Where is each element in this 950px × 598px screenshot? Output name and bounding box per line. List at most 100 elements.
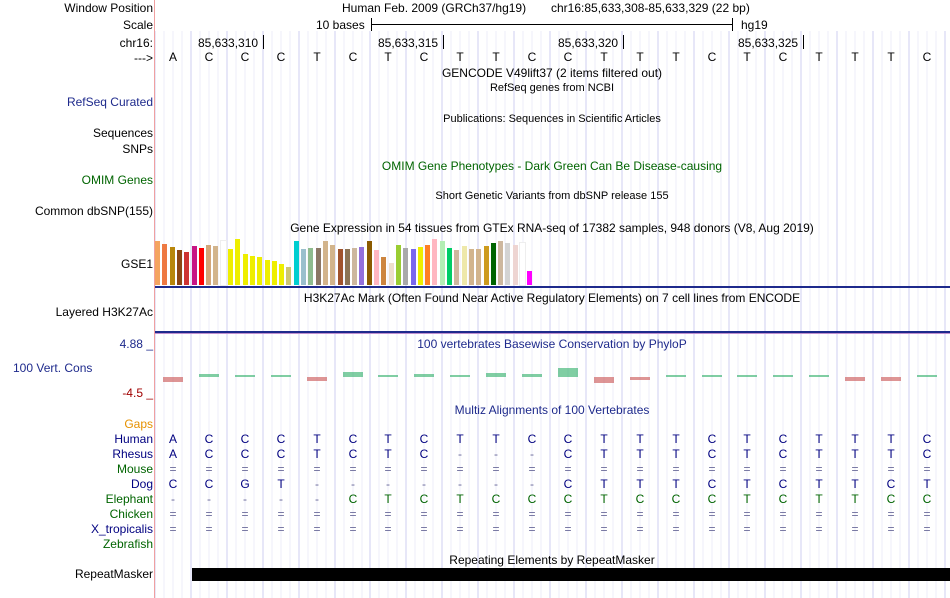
gtex-tissue-bar[interactable] (235, 239, 241, 285)
alignment-base: T (743, 477, 751, 491)
gtex-bar-graph[interactable] (155, 237, 950, 286)
omim-title[interactable]: OMIM Gene Phenotypes - Dark Green Can Be… (381, 159, 723, 173)
phylop-score (845, 377, 865, 381)
dbsnp-label[interactable]: Common dbSNP(155) (34, 204, 153, 218)
gtex-tissue-bar[interactable] (519, 242, 526, 286)
species-label[interactable]: Dog (130, 477, 153, 491)
gtex-tissue-bar[interactable] (184, 252, 190, 285)
rmsk-label[interactable]: RepeatMasker (74, 567, 153, 581)
gtex-tissue-bar[interactable] (228, 249, 233, 285)
gtex-tissue-bar[interactable] (162, 244, 168, 285)
gtex-tissue-bar[interactable] (315, 248, 321, 285)
gtex-tissue-bar[interactable] (454, 250, 460, 285)
gtex-tissue-bar[interactable] (242, 254, 248, 285)
gtex-tissue-bar[interactable] (381, 257, 387, 285)
alignment-base: T (887, 432, 895, 446)
omim-label[interactable]: OMIM Genes (81, 173, 153, 187)
gtex-tissue-bar[interactable] (169, 247, 175, 285)
gtex-tissue-bar[interactable] (344, 249, 350, 285)
gtex-tissue-bar[interactable] (198, 248, 204, 285)
position-label[interactable]: chr16:85,633,308-85,633,329 (22 bp) (551, 1, 750, 15)
species-label[interactable]: Zebrafish (102, 537, 153, 551)
gtex-title[interactable]: Gene Expression in 54 tissues from GTEx … (290, 221, 814, 235)
gtex-tissue-bar[interactable] (476, 249, 482, 285)
gtex-label[interactable]: GSE1 (120, 257, 153, 271)
alignment-base: = (241, 507, 249, 521)
gtex-tissue-bar[interactable] (257, 257, 263, 285)
assembly-label: Human Feb. 2009 (GRCh37/hg19) (342, 1, 527, 15)
base-letter: C (527, 50, 537, 64)
pubs-title[interactable]: Publications: Sequences in Scientific Ar… (443, 113, 661, 125)
gtex-tissue-bar[interactable] (410, 249, 416, 285)
gtex-tissue-bar[interactable] (403, 248, 409, 285)
multiz-title[interactable]: Multiz Alignments of 100 Vertebrates (454, 403, 650, 417)
phylop-score (594, 377, 614, 383)
gtex-tissue-bar[interactable] (366, 241, 372, 285)
chrom-label: chr16: (119, 36, 153, 50)
phylop-label[interactable]: 100 Vert. Cons (13, 361, 93, 375)
gtex-tissue-bar[interactable] (271, 261, 277, 285)
gtex-tissue-bar[interactable] (264, 260, 270, 285)
gtex-tissue-bar[interactable] (213, 246, 219, 285)
gtex-tissue-bar[interactable] (176, 250, 182, 285)
h3k27ac-title[interactable]: H3K27Ac Mark (Often Found Near Active Re… (303, 291, 801, 305)
species-label[interactable]: Elephant (105, 492, 153, 506)
gtex-tissue-bar[interactable] (417, 247, 423, 285)
alignment-base: C (348, 447, 358, 461)
gtex-tissue-bar[interactable] (219, 240, 227, 286)
strand-arrow[interactable]: ---> (134, 51, 153, 65)
gtex-tissue-bar[interactable] (301, 249, 306, 285)
dbsnp-title[interactable]: Short Genetic Variants from dbSNP releas… (435, 190, 669, 202)
species-label[interactable]: Chicken (109, 507, 153, 521)
gtex-tissue-bar[interactable] (308, 248, 314, 285)
gtex-tissue-bar[interactable] (249, 256, 255, 285)
species-label[interactable]: Human (114, 432, 153, 446)
alignment-base: T (313, 432, 321, 446)
gtex-tissue-bar[interactable] (155, 241, 160, 285)
species-label[interactable]: Rhesus (112, 447, 153, 461)
gtex-tissue-bar[interactable] (206, 245, 212, 285)
gtex-tissue-bar[interactable] (293, 241, 299, 285)
gtex-tissue-bar[interactable] (505, 243, 511, 285)
gtex-tissue-bar[interactable] (461, 246, 467, 285)
rmsk-title[interactable]: Repeating Elements by RepeatMasker (449, 553, 655, 567)
alignment-base: = (528, 522, 536, 536)
phylop-graph[interactable] (155, 365, 950, 390)
h3k27ac-label[interactable]: Layered H3K27Ac (55, 305, 153, 319)
gtex-tissue-bar[interactable] (322, 241, 328, 285)
gtex-tissue-bar[interactable] (337, 249, 343, 285)
gtex-tissue-bar[interactable] (425, 245, 431, 285)
base-letter: T (672, 50, 680, 64)
gtex-tissue-bar[interactable] (439, 241, 445, 285)
gtex-tissue-bar[interactable] (395, 245, 401, 285)
alignment-base: = (277, 522, 285, 536)
gtex-tissue-bar[interactable] (483, 246, 489, 285)
gtex-tissue-bar[interactable] (447, 248, 452, 285)
gtex-tissue-bar[interactable] (330, 245, 336, 285)
gtex-tissue-bar[interactable] (490, 243, 496, 285)
gtex-tissue-bar[interactable] (527, 271, 533, 285)
refseq-title[interactable]: RefSeq genes from NCBI (489, 82, 615, 94)
gtex-tissue-bar[interactable] (388, 263, 394, 285)
species-label[interactable]: X_tropicalis (90, 522, 153, 536)
gtex-tissue-bar[interactable] (374, 250, 379, 285)
gtex-tissue-bar[interactable] (498, 241, 504, 285)
gencode-title[interactable]: GENCODE V49lift37 (2 items filtered out) (441, 66, 663, 80)
gtex-tissue-bar[interactable] (352, 248, 358, 285)
gtex-tissue-bar[interactable] (359, 247, 365, 285)
gtex-tissue-bar[interactable] (432, 239, 438, 285)
repeat-element-bar[interactable] (192, 568, 950, 581)
alignment-base: C (204, 477, 214, 491)
phylop-score (630, 377, 650, 380)
phylop-title[interactable]: 100 vertebrates Basewise Conservation by… (417, 337, 687, 351)
species-label[interactable]: Mouse (116, 462, 153, 476)
snps-label[interactable]: SNPs (122, 142, 153, 156)
pubs-label[interactable]: Sequences (92, 126, 153, 140)
gtex-tissue-bar[interactable] (286, 267, 292, 285)
alignment-base: = (492, 462, 500, 476)
refseq-label[interactable]: RefSeq Curated (66, 95, 153, 109)
gtex-tissue-bar[interactable] (191, 246, 197, 285)
gtex-tissue-bar[interactable] (279, 264, 285, 285)
gtex-tissue-bar[interactable] (512, 245, 518, 285)
gtex-tissue-bar[interactable] (468, 249, 474, 285)
